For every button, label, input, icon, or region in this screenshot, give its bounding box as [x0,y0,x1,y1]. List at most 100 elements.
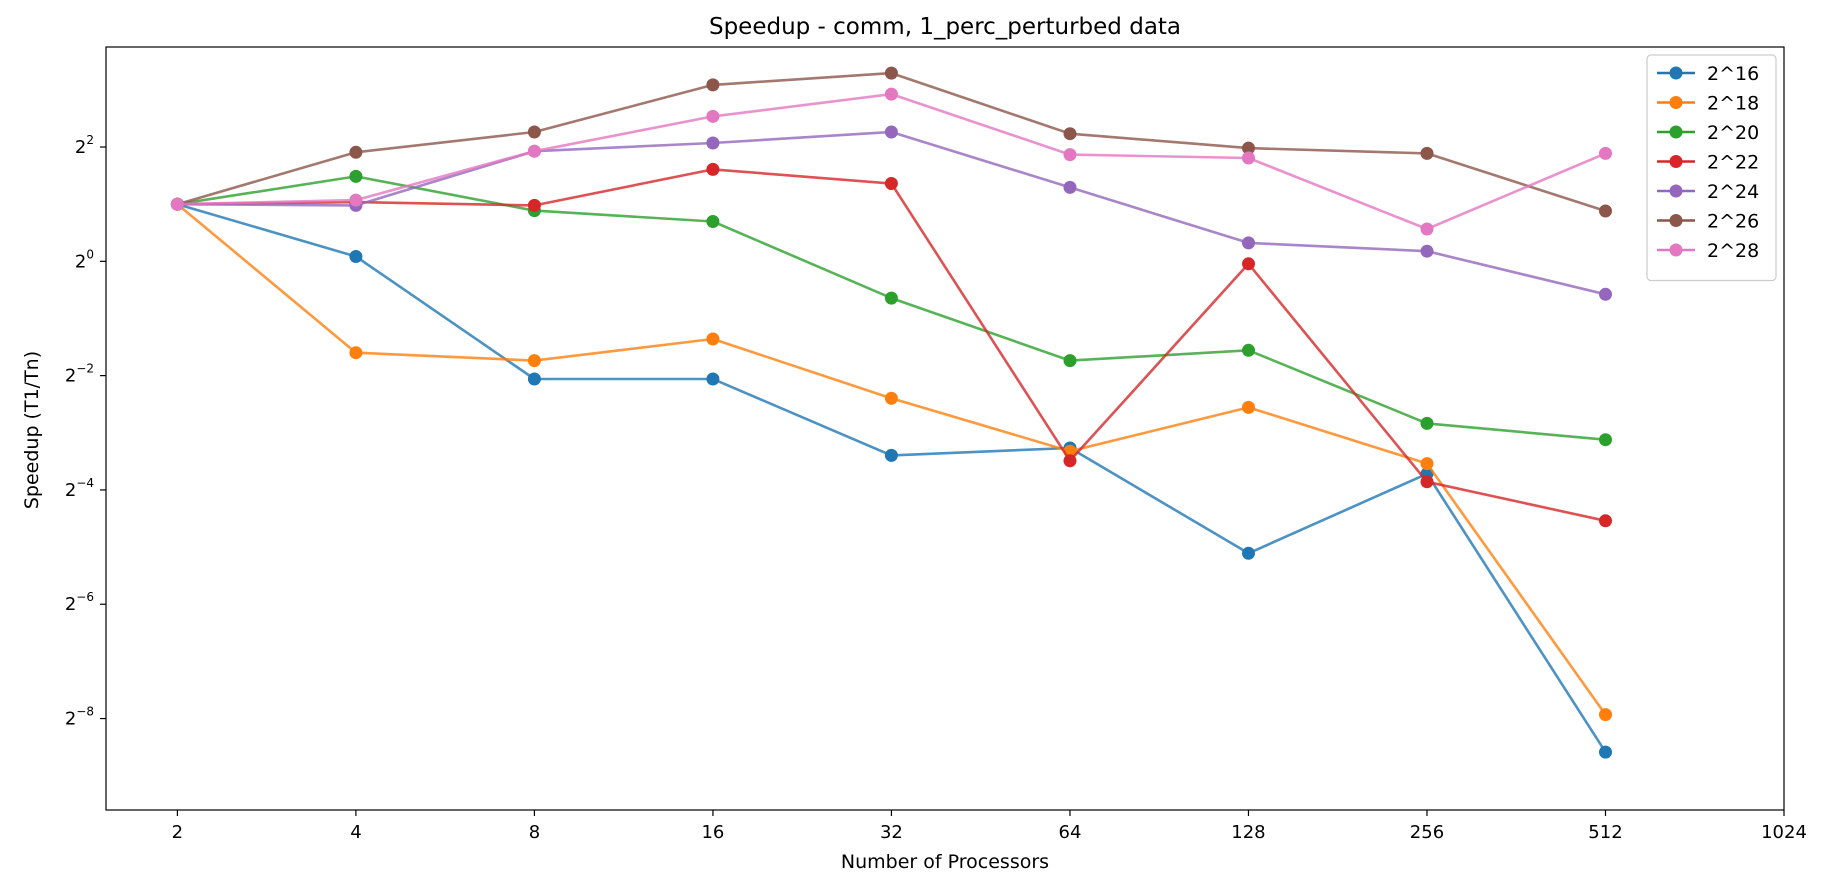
data-point [1420,416,1434,430]
data-point [1242,257,1255,271]
data-point [1599,745,1612,759]
data-point [1599,708,1612,722]
series-2^18 [170,197,1612,722]
y-tick-label: 2−6 [65,590,94,615]
y-tick-label: 20 [75,247,94,272]
series-2^16 [170,197,1612,759]
data-point [1599,514,1612,528]
legend-label: 2^16 [1707,63,1759,85]
data-point [1420,244,1434,258]
x-tick-label: 128 [1231,822,1265,843]
data-point [349,193,363,207]
data-point [349,169,363,183]
data-point [1063,148,1077,162]
legend-swatch-marker [1669,214,1683,227]
data-point [1242,236,1255,250]
legend-item: 2^22 [1657,152,1759,174]
x-tick-label: 16 [701,822,724,843]
data-point [1599,287,1612,301]
legend-label: 2^24 [1707,181,1759,203]
data-point [527,144,541,158]
y-tick-label: 2−4 [65,476,94,501]
data-point [884,66,898,80]
legend-swatch-marker [1669,125,1683,139]
series-line [177,202,1607,753]
data-point [1063,180,1077,194]
data-point [706,162,720,176]
legend: 2^16 2^18 2^20 2^22 2^24 2^26 2^28 [1646,54,1777,282]
legend-swatch-marker [1669,66,1683,80]
legend-item: 2^20 [1657,122,1759,144]
data-point [1599,204,1612,218]
x-axis: 2 4 8 16 32 64 128 256 512 1024 [172,810,1807,843]
x-tick-label: 32 [880,822,903,843]
chart-title: Speedup - comm, 1_perc_perturbed data [709,14,1181,40]
data-point [1420,146,1434,160]
x-axis-label: Number of Processors [841,851,1049,873]
series-line [177,168,1606,523]
data-point [884,87,898,101]
legend-label: 2^28 [1707,240,1759,262]
data-point [1420,475,1434,489]
data-point [706,372,720,386]
y-tick-label: 22 [75,133,94,158]
data-point [349,346,363,360]
y-axis-label: Speedup (T1/Tn) [21,351,43,509]
x-tick-label: 512 [1588,822,1622,843]
x-tick-label: 1024 [1761,822,1807,843]
data-point [884,448,898,462]
plot-frame [105,46,1785,811]
legend-label: 2^26 [1707,211,1759,233]
y-tick-label: 2−2 [65,362,94,387]
data-point [884,125,898,139]
data-point [527,372,541,386]
legend-label: 2^20 [1707,122,1759,144]
data-point [706,78,720,92]
legend-swatch-marker [1669,96,1683,109]
data-point [1063,454,1077,468]
data-point [1599,146,1612,160]
series-line [177,92,1607,231]
data-point [884,177,898,190]
data-point [1420,457,1434,471]
data-point [527,125,541,139]
legend-label: 2^22 [1707,152,1759,174]
data-point [1242,343,1255,357]
data-point [1599,433,1612,447]
legend-item: 2^24 [1657,181,1759,203]
legend-swatch-marker [1669,184,1683,198]
x-tick-label: 8 [529,822,540,843]
data-point [706,215,720,228]
legend-item: 2^26 [1657,211,1759,233]
data-point [1063,354,1077,368]
data-point [349,250,363,263]
data-point [1242,400,1255,414]
data-point [706,109,720,123]
series-2^28 [170,87,1612,236]
legend-item: 2^16 [1657,63,1759,85]
data-point [706,136,720,150]
x-tick-label: 2 [172,822,183,843]
legend-item: 2^28 [1657,240,1759,262]
data-point [1420,222,1434,236]
data-point [1242,546,1255,560]
data-point [1242,141,1255,155]
data-point [884,391,898,405]
data-point [170,197,184,211]
legend-item: 2^18 [1657,93,1759,115]
data-point [1242,151,1255,165]
x-tick-label: 4 [350,822,361,843]
y-tick-label: 2−8 [65,705,94,730]
x-tick-label: 256 [1410,822,1444,843]
series-line [177,130,1606,296]
data-point [884,291,898,305]
data-point [349,145,363,159]
legend-swatch-marker [1669,243,1683,257]
x-tick-label: 64 [1059,822,1082,843]
legend-label: 2^18 [1707,93,1759,115]
data-point [706,332,720,346]
plot-area [170,66,1612,759]
legend-swatch-marker [1669,155,1683,168]
data-point [1063,127,1077,141]
